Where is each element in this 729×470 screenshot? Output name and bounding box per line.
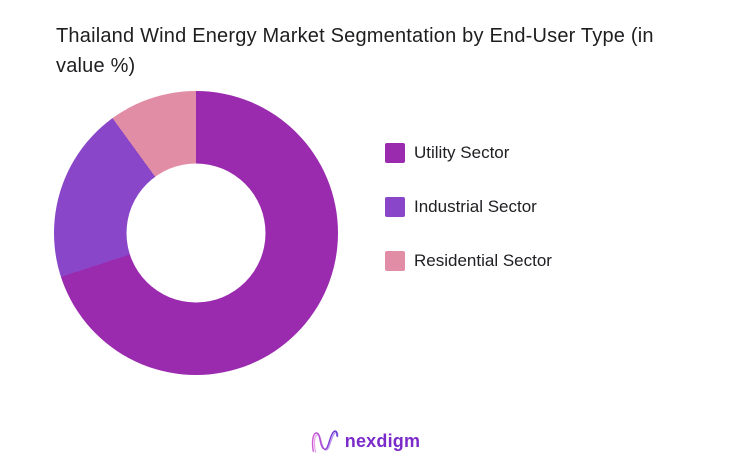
legend-label-utility: Utility Sector: [414, 143, 510, 162]
legend-swatch: [385, 143, 405, 163]
legend-item-utility: Utility Sector: [385, 143, 552, 163]
legend-label-industrial: Industrial Sector: [414, 197, 537, 216]
nexdigm-wave-n-icon: [309, 427, 339, 455]
legend: Utility Sector Industrial Sector Residen…: [385, 143, 552, 271]
donut-chart: [54, 91, 338, 375]
legend-label-residential: Residential Sector: [414, 251, 552, 270]
legend-swatch: [385, 251, 405, 271]
legend-item-residential: Residential Sector: [385, 251, 552, 271]
brand-footer: nexdigm: [0, 427, 729, 455]
legend-swatch: [385, 197, 405, 217]
brand-name: nexdigm: [344, 430, 421, 451]
donut-hole: [126, 163, 266, 303]
chart-title: Thailand Wind Energy Market Segmentation…: [56, 25, 654, 77]
legend-item-industrial: Industrial Sector: [385, 197, 552, 217]
